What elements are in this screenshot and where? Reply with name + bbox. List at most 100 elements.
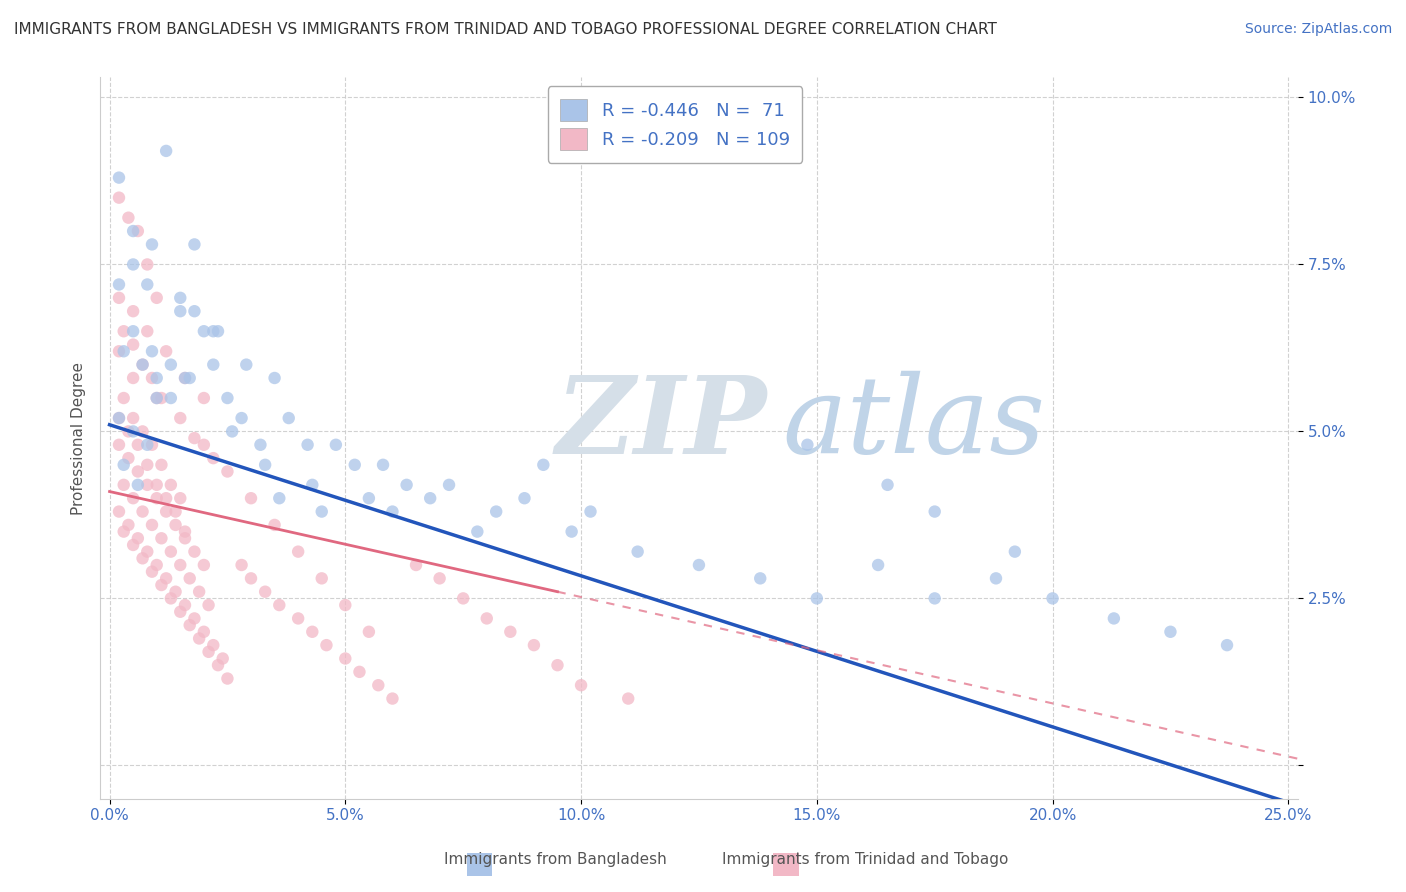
Point <box>217 465 239 479</box>
Point <box>311 505 333 519</box>
Point <box>108 411 131 425</box>
Point <box>202 358 225 372</box>
Point <box>343 458 366 472</box>
Point <box>202 638 225 652</box>
Point <box>141 517 163 532</box>
Text: Source: ZipAtlas.com: Source: ZipAtlas.com <box>1244 22 1392 37</box>
Point <box>301 624 323 639</box>
Point <box>523 638 546 652</box>
Point <box>169 558 191 572</box>
Point <box>547 658 569 673</box>
Point <box>179 371 201 385</box>
Point <box>169 411 191 425</box>
Point <box>155 144 177 158</box>
Point <box>136 324 159 338</box>
Point <box>160 591 183 606</box>
Point <box>174 371 197 385</box>
Point <box>183 544 205 558</box>
Point <box>174 524 197 539</box>
Point <box>112 478 135 492</box>
Point <box>136 458 159 472</box>
Point <box>160 544 183 558</box>
Point <box>127 224 149 238</box>
Point <box>169 304 191 318</box>
Point <box>465 524 488 539</box>
Point <box>240 491 263 506</box>
Point <box>429 571 451 585</box>
Point <box>217 672 239 686</box>
Point <box>150 391 173 405</box>
Point <box>160 478 183 492</box>
Point <box>174 531 197 545</box>
Point <box>269 491 291 506</box>
Point <box>108 277 131 292</box>
Point <box>155 491 177 506</box>
Point <box>924 591 946 606</box>
Point <box>131 505 153 519</box>
Point <box>263 517 285 532</box>
Point <box>688 558 710 572</box>
Point <box>485 505 508 519</box>
Point <box>254 584 277 599</box>
Point <box>451 591 474 606</box>
Point <box>381 691 404 706</box>
Point <box>160 391 183 405</box>
Point <box>112 458 135 472</box>
Point <box>193 558 215 572</box>
Point <box>127 438 149 452</box>
Point <box>513 491 536 506</box>
Point <box>136 544 159 558</box>
Point <box>155 505 177 519</box>
Y-axis label: Professional Degree: Professional Degree <box>72 361 86 515</box>
Point <box>193 391 215 405</box>
Point <box>108 291 131 305</box>
Point <box>127 478 149 492</box>
Point <box>179 618 201 632</box>
Point <box>122 324 145 338</box>
Point <box>174 598 197 612</box>
Point <box>145 371 167 385</box>
Point <box>1102 611 1125 625</box>
Point <box>150 531 173 545</box>
Point <box>569 678 592 692</box>
Point <box>108 191 131 205</box>
Point <box>122 304 145 318</box>
Point <box>335 651 357 665</box>
Point <box>183 611 205 625</box>
Point <box>108 438 131 452</box>
Point <box>240 571 263 585</box>
Point <box>405 558 427 572</box>
Text: Immigrants from Trinidad and Tobago: Immigrants from Trinidad and Tobago <box>721 852 1008 867</box>
Point <box>165 517 187 532</box>
Point <box>315 638 337 652</box>
Point <box>145 558 167 572</box>
Point <box>141 237 163 252</box>
Point <box>145 391 167 405</box>
Point <box>627 544 650 558</box>
Point <box>297 438 319 452</box>
Point <box>127 531 149 545</box>
Point <box>263 371 285 385</box>
Point <box>395 478 418 492</box>
Point <box>155 344 177 359</box>
Point <box>117 425 139 439</box>
Point <box>249 438 271 452</box>
Point <box>131 425 153 439</box>
Legend: R = -0.446   N =  71, R = -0.209   N = 109: R = -0.446 N = 71, R = -0.209 N = 109 <box>547 87 803 163</box>
Point <box>749 571 772 585</box>
Point <box>197 645 219 659</box>
Point <box>112 391 135 405</box>
Point <box>796 438 818 452</box>
Point <box>371 458 394 472</box>
Point <box>207 658 229 673</box>
Point <box>155 571 177 585</box>
Point <box>169 291 191 305</box>
Point <box>127 465 149 479</box>
Text: Immigrants from Bangladesh: Immigrants from Bangladesh <box>444 852 666 867</box>
Point <box>160 358 183 372</box>
Point <box>179 571 201 585</box>
Point <box>269 598 291 612</box>
Point <box>141 371 163 385</box>
Text: ZIP: ZIP <box>555 371 766 476</box>
Point <box>221 425 243 439</box>
